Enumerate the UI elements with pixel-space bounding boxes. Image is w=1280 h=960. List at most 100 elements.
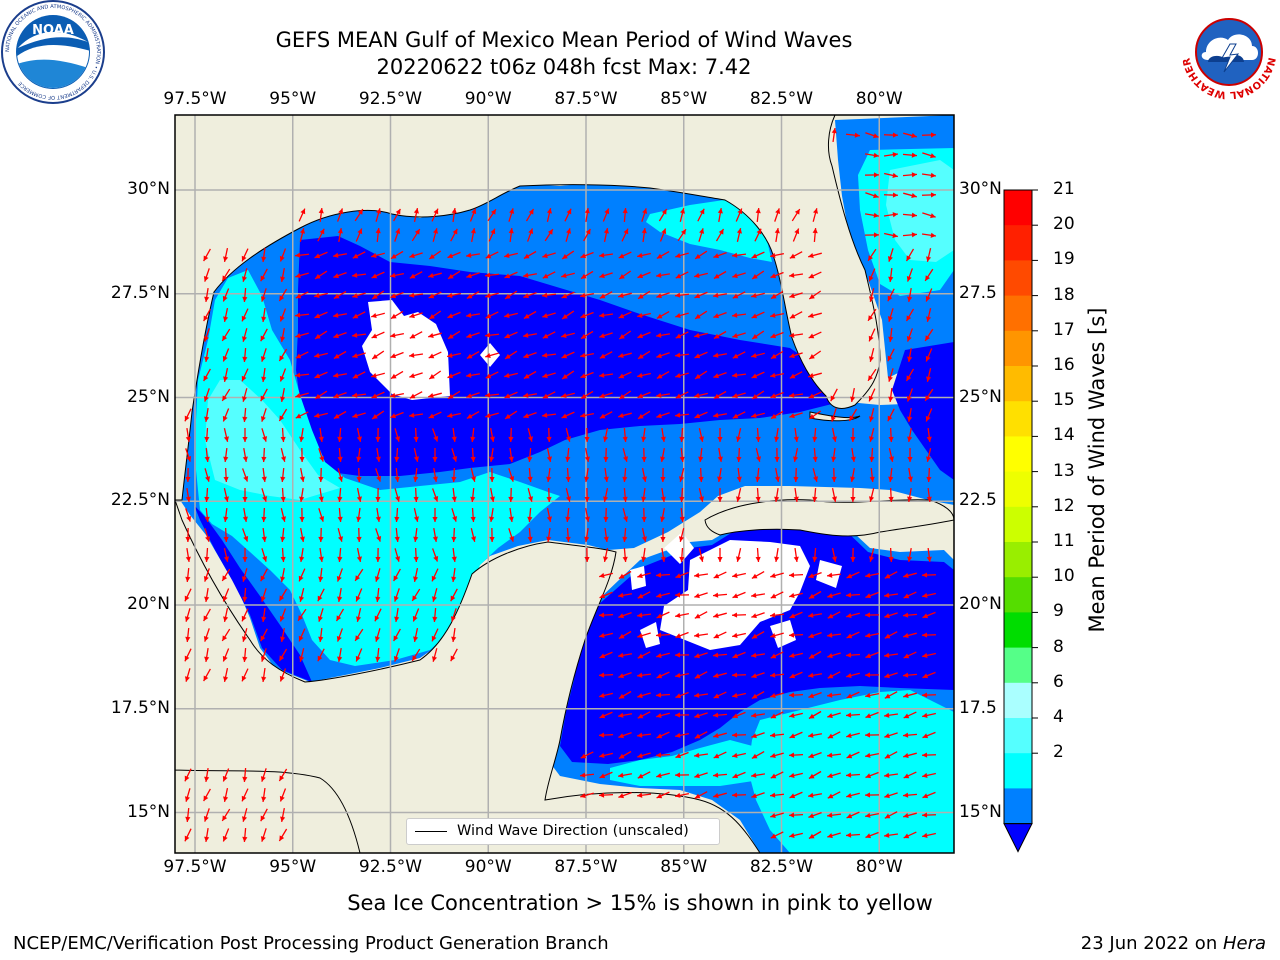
lon-tick-top: 82.5°W <box>749 89 814 109</box>
wind-wave-arrow <box>865 192 879 199</box>
wind-wave-arrow <box>204 507 210 523</box>
wind-wave-arrow <box>731 312 747 318</box>
wind-wave-arrow <box>223 548 229 562</box>
wind-wave-arrow <box>675 751 689 759</box>
wind-wave-arrow <box>333 290 347 300</box>
colorbar-segment <box>1004 647 1032 684</box>
wind-wave-arrow <box>793 487 799 503</box>
wind-wave-arrow <box>907 467 913 483</box>
wind-wave-arrow <box>827 592 841 599</box>
wind-wave-arrow <box>431 648 438 662</box>
wind-wave-arrow <box>527 507 533 523</box>
wind-wave-arrow <box>413 508 419 522</box>
wind-wave-arrow <box>527 467 533 483</box>
wind-wave-arrow <box>675 691 689 699</box>
wind-wave-arrow <box>504 290 518 300</box>
wind-wave-arrow <box>831 447 837 463</box>
wind-wave-arrow <box>907 287 913 303</box>
wind-wave-arrow <box>465 312 481 318</box>
wind-wave-arrow <box>390 250 404 260</box>
wind-wave-arrow <box>318 207 324 223</box>
wind-wave-arrow <box>185 508 192 522</box>
wind-wave-arrow <box>656 352 670 359</box>
wind-wave-arrow <box>394 467 400 483</box>
wind-wave-arrow <box>508 507 514 523</box>
wind-wave-arrow <box>527 527 533 543</box>
wind-wave-arrow <box>428 370 442 380</box>
wind-wave-arrow <box>221 568 231 582</box>
wind-wave-arrow <box>884 751 898 759</box>
wind-wave-arrow <box>413 448 419 462</box>
wind-wave-arrow <box>715 228 725 242</box>
wind-wave-arrow <box>868 268 876 282</box>
wind-wave-arrow <box>812 208 819 222</box>
wind-wave-arrow <box>713 672 727 679</box>
wind-wave-arrow <box>337 528 344 542</box>
wind-wave-arrow <box>903 572 917 579</box>
wind-wave-arrow <box>447 371 461 379</box>
wind-wave-arrow <box>413 527 419 543</box>
wind-wave-arrow <box>655 632 671 638</box>
wind-wave-arrow <box>793 427 799 443</box>
wind-wave-arrow <box>489 447 495 463</box>
wind-wave-arrow <box>659 228 667 242</box>
wind-wave-arrow <box>393 628 401 642</box>
wind-wave-arrow <box>907 407 913 423</box>
wind-wave-arrow <box>636 612 652 618</box>
wind-wave-arrow <box>371 372 385 379</box>
wind-wave-arrow <box>523 310 537 320</box>
wind-wave-arrow <box>185 467 191 483</box>
wind-wave-arrow <box>830 408 837 422</box>
wind-wave-arrow <box>542 312 556 319</box>
wind-wave-arrow <box>299 447 305 463</box>
wind-wave-arrow <box>922 671 936 679</box>
wind-wave-arrow <box>184 668 191 682</box>
wind-wave-arrow <box>242 447 248 463</box>
wind-wave-arrow <box>826 752 842 758</box>
wind-wave-arrow <box>299 468 305 482</box>
wind-wave-arrow <box>447 352 461 358</box>
wind-wave-arrow <box>789 592 803 598</box>
wind-wave-arrow <box>679 547 685 563</box>
wind-wave-arrow <box>335 608 345 622</box>
wind-wave-arrow <box>656 371 670 379</box>
wind-wave-arrow <box>565 527 571 543</box>
wind-wave-arrow <box>770 692 784 699</box>
wind-wave-arrow <box>924 268 934 282</box>
wind-wave-arrow <box>637 410 651 420</box>
wind-wave-arrow <box>508 528 515 542</box>
wind-wave-arrow <box>204 587 210 603</box>
wind-wave-arrow <box>883 212 899 218</box>
wind-wave-arrow <box>903 132 917 139</box>
wind-wave-arrow <box>774 447 780 463</box>
wind-wave-arrow <box>751 672 765 679</box>
colorbar-segment <box>1004 612 1032 649</box>
wind-wave-arrow <box>390 272 404 278</box>
lat-tick-right: 22.5 <box>959 490 997 511</box>
wind-wave-arrow <box>261 428 268 442</box>
wind-wave-arrow <box>465 252 481 258</box>
wind-wave-arrow <box>770 651 784 659</box>
wind-wave-arrow <box>660 448 666 462</box>
wind-wave-arrow <box>393 588 400 602</box>
wind-wave-arrow <box>888 487 894 503</box>
wind-wave-arrow <box>926 448 932 462</box>
wind-wave-arrow <box>656 251 670 259</box>
wind-wave-arrow <box>278 648 288 662</box>
wind-wave-arrow <box>394 488 401 502</box>
wind-wave-arrow <box>484 272 500 278</box>
wind-wave-arrow <box>694 370 708 380</box>
wind-wave-arrow <box>888 467 894 483</box>
wind-wave-arrow <box>203 368 211 382</box>
wind-wave-arrow <box>884 792 898 799</box>
wind-wave-arrow <box>561 310 575 320</box>
wind-wave-arrow <box>755 547 761 563</box>
wind-wave-arrow <box>580 330 594 340</box>
wind-wave-arrow <box>354 208 364 222</box>
wind-wave-arrow <box>203 388 210 402</box>
wind-wave-arrow <box>580 792 594 799</box>
wind-wave-arrow <box>184 828 192 842</box>
wind-wave-arrow <box>278 828 288 842</box>
wind-wave-arrow <box>428 250 442 260</box>
wind-wave-arrow <box>698 488 704 502</box>
